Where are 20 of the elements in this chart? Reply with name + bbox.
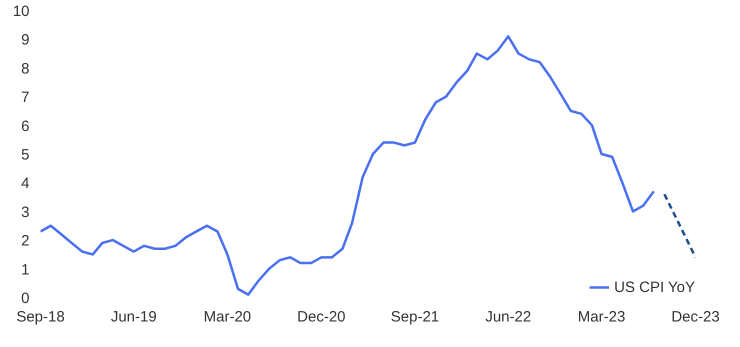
y-tick-label: 4 (21, 175, 30, 192)
y-tick-label: 2 (21, 232, 30, 250)
y-tick-label: 8 (21, 60, 30, 78)
y-tick-label: 10 (12, 3, 30, 20)
x-tick-label: Dec-23 (671, 308, 720, 326)
y-tick-label: 6 (21, 118, 30, 135)
x-tick-label: Mar-20 (204, 308, 252, 326)
x-tick-label: Dec-20 (297, 308, 346, 326)
y-tick-label: 5 (21, 146, 30, 164)
y-tick-label: 0 (21, 290, 30, 307)
x-tick-label: Sep-21 (390, 308, 440, 326)
y-tick-label: 3 (21, 204, 30, 221)
x-tick-label: Jun-22 (485, 308, 532, 326)
y-tick-label: 1 (21, 261, 30, 278)
x-tick-label: Mar-23 (578, 308, 626, 326)
y-tick-label: 7 (21, 89, 30, 106)
y-tick-label: 9 (21, 32, 30, 49)
x-tick-label: Jun-19 (110, 308, 157, 326)
legend-label: US CPI YoY (614, 278, 695, 296)
x-tick-label: Sep-18 (16, 308, 65, 326)
